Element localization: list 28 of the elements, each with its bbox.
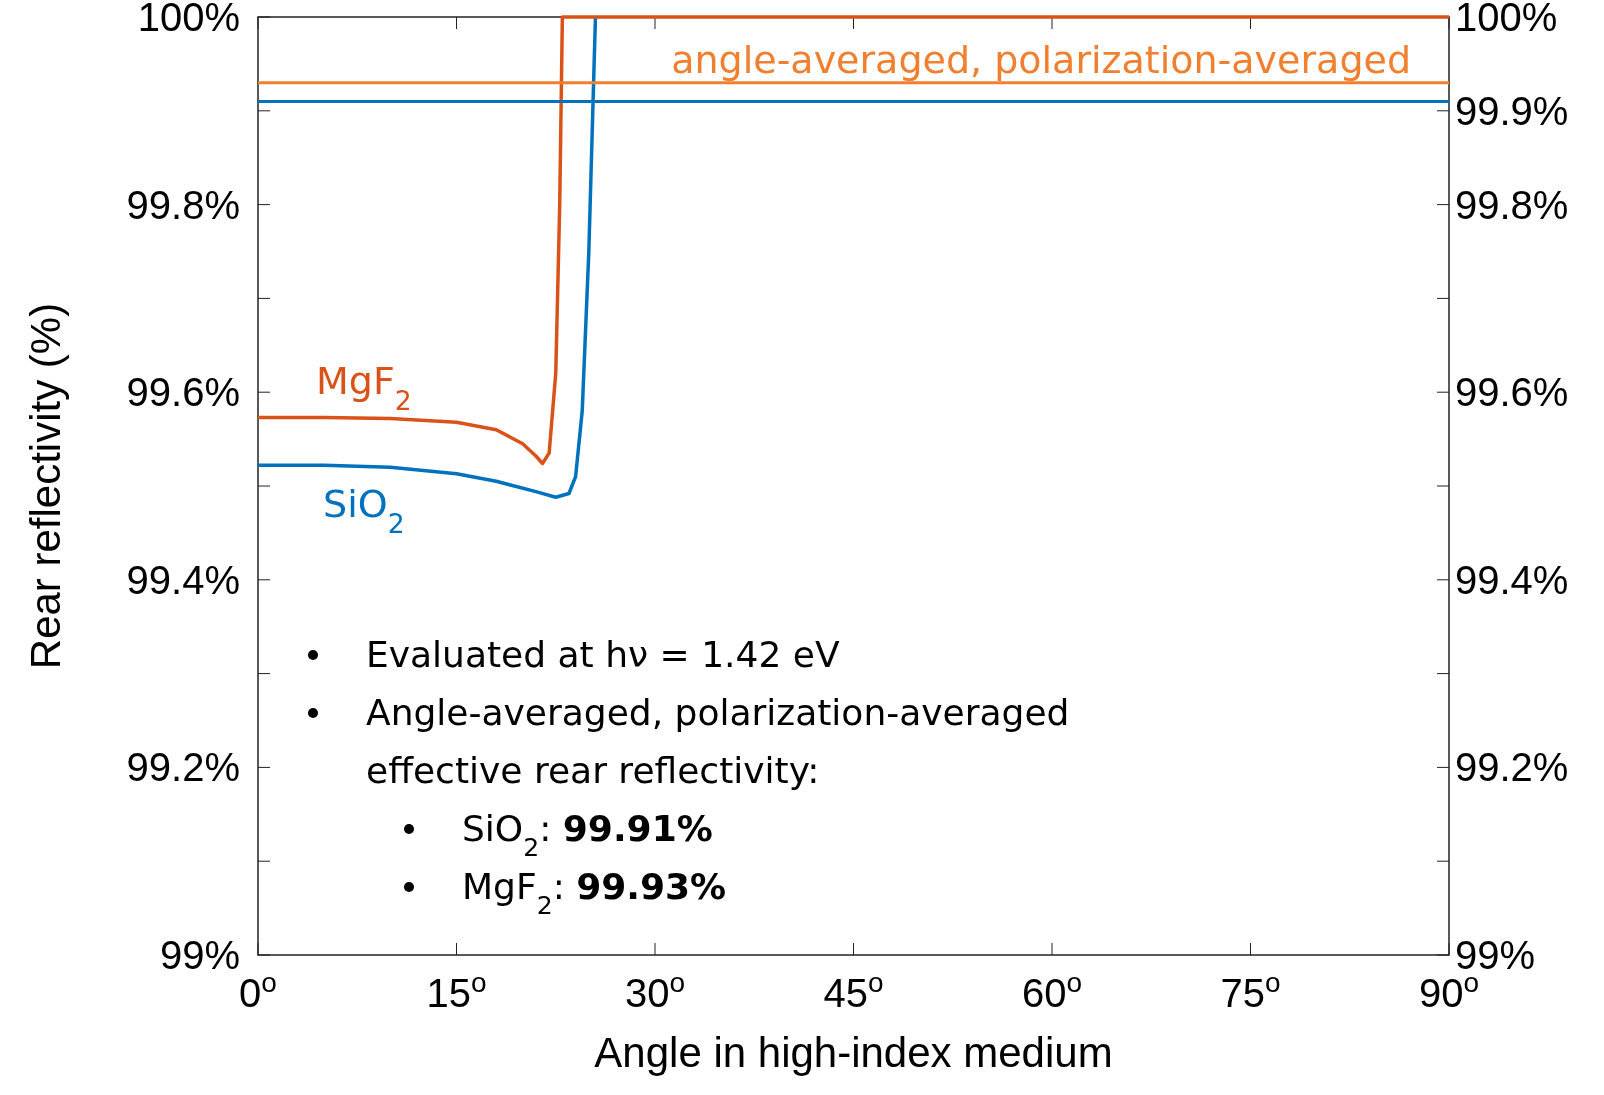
y2-tick-label: 99.9%: [1455, 88, 1569, 133]
y2-tick-label: 100%: [1455, 0, 1558, 39]
annotation: Angle-averaged, polarization-averaged effective rear reflectivity:: [366, 692, 1070, 791]
annotation: MgF$_{2}$: 99.93%: [462, 866, 727, 920]
y2-tick-label: 99.4%: [1455, 557, 1569, 602]
ref-line-label: angle-averaged, polarization-averaged: [671, 37, 1411, 82]
x-tick-label: 45$^{o}$: [823, 966, 884, 1015]
annotation: Evaluated at hν = 1.42 eV: [366, 634, 840, 675]
y-tick-label: 99.8%: [126, 182, 240, 227]
annotation: SiO$_{2}$: 99.91%: [462, 808, 713, 862]
x-tick-label: 15$^{o}$: [426, 966, 487, 1015]
y2-tick-label: 99.6%: [1455, 370, 1569, 415]
y2-tick-label: 99.2%: [1455, 745, 1569, 790]
y-tick-label: 99.4%: [126, 557, 240, 602]
y-axis-title: Rear reflectivity (%): [22, 302, 69, 670]
y-tick-label: 99.2%: [126, 745, 240, 790]
y-tick-label: 100%: [137, 0, 240, 39]
x-axis-title: Angle in high-index medium: [594, 1029, 1113, 1076]
series-label: MgF$_{2}$: [316, 358, 412, 416]
y-tick-label: 99.6%: [126, 370, 240, 415]
y2-tick-label: 99.8%: [1455, 182, 1569, 227]
x-tick-label: 60$^{o}$: [1021, 966, 1083, 1015]
series-label: SiO$_{2}$: [323, 482, 405, 539]
x-tick-label: 0$^{o}$: [239, 966, 277, 1015]
y-tick-label: 99%: [159, 933, 240, 977]
x-tick-label: 30$^{o}$: [624, 966, 686, 1015]
x-tick-label: 75$^{o}$: [1220, 966, 1281, 1015]
line-series: [256, 15, 1451, 466]
